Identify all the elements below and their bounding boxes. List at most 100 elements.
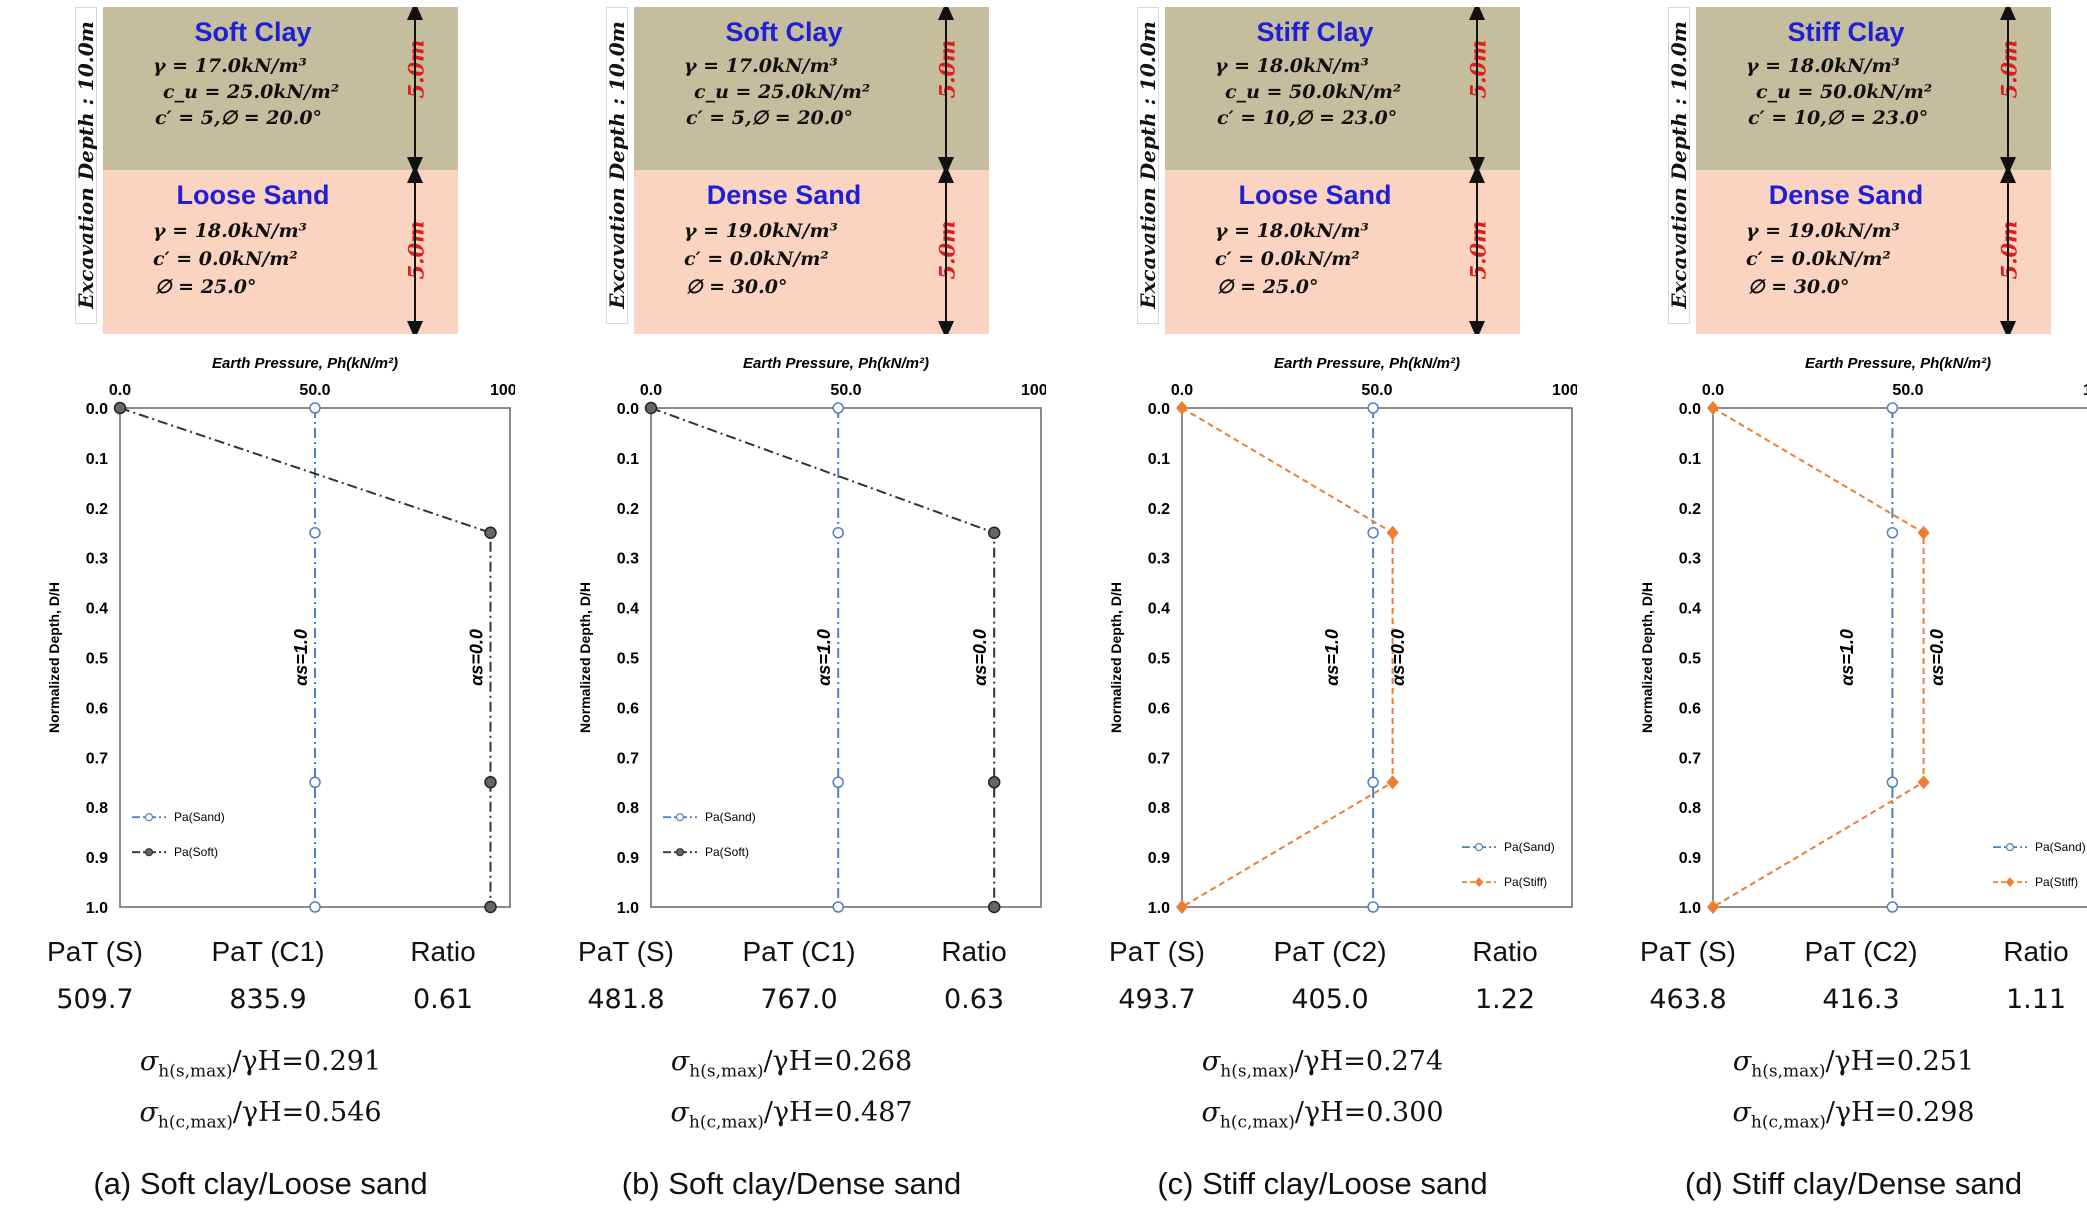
sand-unit-weight: γ = 19.0kN/m³	[684, 220, 838, 242]
soil-profile: Excavation Depth : 10.0m Soft Clay γ = 17.…	[606, 7, 989, 334]
y-tick-label: 0.5	[86, 651, 108, 668]
y-tick-label: 0.5	[617, 651, 639, 668]
clay-undrained-cohesion: c_u = 50.0kN/m²	[1756, 81, 1932, 103]
data-point	[1176, 900, 1188, 914]
sand-friction-angle: ∅ = 30.0°	[1748, 276, 1849, 298]
alpha-annotation: αs=0.0	[970, 629, 990, 686]
summary-value: 493.7	[1118, 984, 1195, 1015]
y-tick-label: 0.0	[1679, 401, 1701, 418]
data-point	[833, 902, 843, 912]
formula-value: /γH=0.298	[1826, 1097, 1975, 1128]
data-point	[1368, 403, 1378, 413]
alpha-annotation: αs=0.0	[1927, 629, 1947, 686]
clay-undrained-cohesion: c_u = 25.0kN/m²	[694, 81, 870, 103]
thickness-arrows	[1988, 7, 2028, 334]
series-line-1	[1182, 408, 1393, 907]
formula-subscript: h(c,max)	[1751, 1112, 1826, 1132]
formula-subscript: h(c,max)	[1220, 1112, 1295, 1132]
y-tick-label: 0.1	[86, 451, 108, 468]
formula-subscript: h(c,max)	[158, 1112, 233, 1132]
sigma-symbol: σ	[140, 1046, 158, 1077]
thickness-arrows	[926, 7, 966, 334]
y-tick-label: 0.5	[1148, 651, 1170, 668]
summary-header: Ratio	[1472, 936, 1537, 968]
clay-unit-weight: γ = 17.0kN/m³	[153, 55, 307, 77]
sand-layer-name: Loose Sand	[1165, 180, 1465, 211]
y-tick-label: 0.6	[86, 700, 108, 717]
data-point	[833, 528, 843, 538]
data-point	[1707, 900, 1719, 914]
data-point	[115, 403, 126, 414]
excavation-depth-label: Excavation Depth : 10.0m	[1136, 21, 1160, 309]
y-tick-label: 0.1	[617, 451, 639, 468]
thickness-arrows	[1457, 7, 1497, 334]
sigma-symbol: σ	[1733, 1046, 1751, 1077]
panel-caption: (d) Stiff clay/Dense sand	[1593, 1166, 2087, 1202]
data-point	[1707, 401, 1719, 415]
y-axis-title: Normalized Depth, D/H	[577, 582, 593, 733]
legend-marker	[146, 849, 153, 856]
sand-friction-angle: ∅ = 25.0°	[1217, 276, 1318, 298]
legend-marker	[2007, 844, 2014, 851]
clay-cohesion-friction: c′ = 5,∅ = 20.0°	[686, 107, 853, 129]
x-tick-label: 100.0	[1021, 382, 1046, 399]
legend-label: Pa(Sand)	[174, 810, 225, 824]
data-point	[646, 403, 657, 414]
data-point	[485, 902, 496, 913]
y-tick-label: 1.0	[86, 900, 108, 917]
sigma-symbol: σ	[1202, 1046, 1220, 1077]
y-tick-label: 0.8	[86, 800, 108, 817]
summary-header: PaT (C2)	[1804, 936, 1917, 968]
summary-header: PaT (C2)	[1273, 936, 1386, 968]
y-tick-label: 0.5	[1679, 651, 1701, 668]
excavation-depth-label: Excavation Depth : 10.0m	[605, 21, 629, 309]
formula-value: /γH=0.487	[764, 1097, 913, 1128]
formula-value: /γH=0.300	[1295, 1097, 1444, 1128]
clay-undrained-cohesion: c_u = 25.0kN/m²	[163, 81, 339, 103]
legend-label: Pa(Sand)	[705, 810, 756, 824]
data-point	[989, 527, 1000, 538]
formula-subscript: h(c,max)	[689, 1112, 764, 1132]
alpha-annotation: αs=0.0	[1388, 629, 1408, 686]
y-tick-label: 0.2	[86, 501, 108, 518]
y-tick-label: 0.9	[1148, 850, 1170, 867]
earth-pressure-chart: Earth Pressure, Ph(kN/m²)0.050.0100.00.0…	[25, 350, 515, 920]
sigma-symbol: σ	[1201, 1097, 1219, 1128]
x-tick-label: 50.0	[830, 382, 861, 399]
formula-value: /γH=0.274	[1294, 1046, 1443, 1077]
legend-label: Pa(Sand)	[1504, 840, 1555, 854]
plot-area	[1713, 408, 2087, 907]
y-tick-label: 1.0	[617, 900, 639, 917]
stress-ratio-sand: σh(s,max)/γH=0.274	[1062, 1046, 1583, 1081]
clay-layer-name: Stiff Clay	[1165, 17, 1465, 48]
data-point	[1887, 777, 1897, 787]
y-tick-label: 0.2	[1148, 501, 1170, 518]
summary-header: Ratio	[941, 936, 1006, 968]
clay-cohesion-friction: c′ = 10,∅ = 23.0°	[1748, 107, 1928, 129]
legend-marker	[677, 814, 684, 821]
summary-value: 1.11	[2006, 984, 2066, 1015]
formula-value: /γH=0.268	[763, 1046, 912, 1077]
clay-unit-weight: γ = 17.0kN/m³	[684, 55, 838, 77]
clay-layer-name: Stiff Clay	[1696, 17, 1996, 48]
soil-profile: Excavation Depth : 10.0m Soft Clay γ = 17.…	[75, 7, 458, 334]
excavation-depth-bar: Excavation Depth : 10.0m	[1137, 7, 1159, 324]
pressure-summary: PaT (S) 463.8 PaT (C2) 416.3 Ratio 1.11	[1593, 936, 2087, 972]
x-axis-title: Earth Pressure, Ph(kN/m²)	[1805, 355, 1991, 372]
clay-unit-weight: γ = 18.0kN/m³	[1746, 55, 1900, 77]
y-tick-label: 0.7	[1679, 750, 1701, 767]
clay-cohesion-friction: c′ = 5,∅ = 20.0°	[155, 107, 322, 129]
data-point	[1176, 401, 1188, 415]
y-tick-label: 0.4	[617, 601, 639, 618]
summary-value: 481.8	[587, 984, 664, 1015]
stress-ratio-sand: σh(s,max)/γH=0.291	[0, 1046, 521, 1081]
data-point	[1387, 526, 1399, 540]
pressure-summary: PaT (S) 481.8 PaT (C1) 767.0 Ratio 0.63	[531, 936, 1052, 972]
summary-value: 0.63	[944, 984, 1004, 1015]
y-tick-label: 0.8	[1148, 800, 1170, 817]
summary-value: 416.3	[1822, 984, 1899, 1015]
y-tick-label: 0.7	[86, 750, 108, 767]
y-tick-label: 0.3	[86, 551, 108, 568]
summary-header: PaT (S)	[1640, 936, 1736, 968]
sand-layer-name: Dense Sand	[634, 180, 934, 211]
